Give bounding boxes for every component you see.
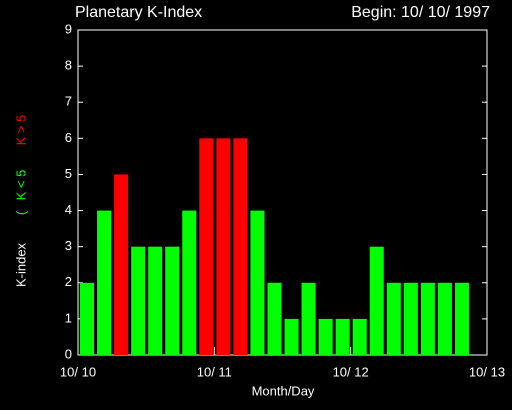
y-tick-label: 2 — [65, 274, 72, 289]
bar — [250, 210, 265, 355]
bar — [386, 282, 401, 355]
x-tick-label: 10/ 11 — [197, 364, 232, 379]
bar — [97, 210, 112, 355]
bar — [131, 246, 146, 355]
legend-entry: K < 5 — [13, 170, 28, 201]
x-tick-label: 10/ 10 — [60, 364, 96, 379]
bar — [233, 138, 248, 355]
bar — [182, 210, 197, 355]
chart-title: Planetary K-Index — [75, 4, 202, 21]
bar — [437, 282, 452, 355]
bar — [267, 282, 282, 355]
bar — [420, 282, 435, 355]
bar — [301, 282, 316, 355]
legend-entry: K > 5 — [13, 115, 28, 146]
bar — [165, 246, 180, 355]
plot-frame — [77, 29, 488, 356]
y-tick-label: 6 — [65, 130, 72, 145]
bar — [114, 174, 129, 355]
x-axis-label: Month/Day — [252, 383, 315, 398]
bar — [284, 318, 299, 355]
bar — [454, 282, 469, 355]
y-axis-label: K-index — [13, 242, 28, 287]
bar — [335, 318, 350, 355]
bar — [318, 318, 333, 355]
bar — [403, 282, 418, 355]
y-tick-label: 0 — [65, 346, 72, 361]
x-tick-label: 10/ 13 — [469, 364, 505, 379]
y-tick-label: 1 — [65, 310, 72, 325]
y-tick-label: 8 — [65, 58, 72, 73]
bar — [369, 246, 384, 355]
bar — [80, 282, 95, 355]
y-tick-label: 4 — [65, 202, 72, 217]
x-tick-label: 10/ 12 — [333, 364, 369, 379]
y-tick-label: 5 — [65, 166, 72, 181]
y-tick-label: 9 — [65, 21, 72, 36]
bar — [148, 246, 163, 355]
bar — [216, 138, 231, 355]
y-tick-label: 7 — [65, 94, 72, 109]
bar — [199, 138, 214, 355]
bar — [352, 318, 367, 355]
y-tick-label: 3 — [65, 238, 72, 253]
chart-subtitle: Begin: 10/ 10/ 1997 — [351, 4, 490, 21]
legend-prefix: ( — [13, 210, 28, 215]
